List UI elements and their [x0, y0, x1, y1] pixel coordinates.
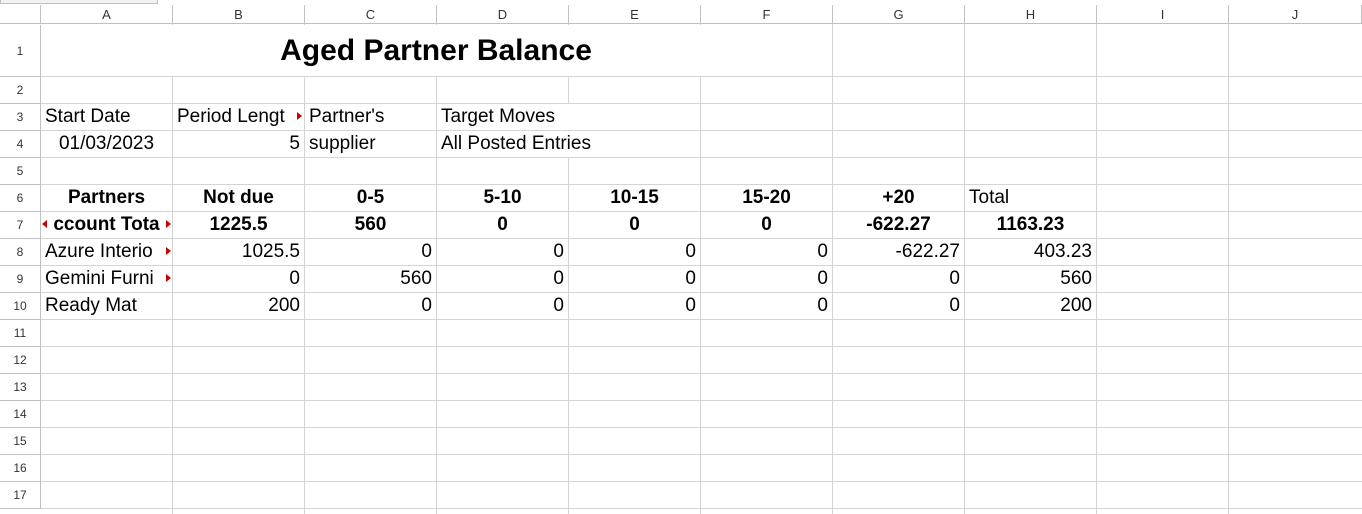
total-row-label[interactable]: ccount Tota — [41, 212, 172, 238]
partner-row-5-10[interactable]: 0 — [437, 293, 568, 319]
partner-row-15-20[interactable]: 0 — [701, 239, 832, 265]
row-header-8[interactable]: 8 — [0, 239, 41, 266]
row-header-5[interactable]: 5 — [0, 158, 41, 185]
column-header-e[interactable]: E — [569, 5, 701, 24]
partner-row-name[interactable]: Ready Mat — [41, 293, 172, 319]
partner-row-0-5[interactable]: 0 — [305, 293, 436, 319]
column-header-i[interactable]: I — [1097, 5, 1229, 24]
column-header-j[interactable]: J — [1229, 5, 1362, 24]
row-header-4[interactable]: 4 — [0, 131, 41, 158]
header-5-10[interactable]: 5-10 — [437, 185, 568, 211]
row-header-15[interactable]: 15 — [0, 428, 41, 455]
column-header-h[interactable]: H — [965, 5, 1097, 24]
report-title[interactable]: Aged Partner Balance — [41, 25, 831, 76]
cell-d4-target-moves-value[interactable]: All Posted Entries — [437, 131, 700, 157]
total-row-0-5[interactable]: 560 — [305, 212, 436, 238]
column-header-g[interactable]: G — [833, 5, 965, 24]
text-overflow-right-icon — [166, 247, 171, 255]
header-total[interactable]: Total — [965, 185, 1096, 211]
row-header-10[interactable]: 10 — [0, 293, 41, 320]
column-header-d[interactable]: D — [437, 5, 569, 24]
column-header-c[interactable]: C — [305, 5, 437, 24]
text-overflow-left-icon — [42, 220, 47, 228]
header-0-5[interactable]: 0-5 — [305, 185, 436, 211]
partner-row-plus-20[interactable]: 0 — [833, 266, 964, 292]
column-header-a[interactable]: A — [41, 5, 173, 24]
partner-row-name[interactable]: Azure Interio — [41, 239, 172, 265]
total-row-plus-20[interactable]: -622.27 — [833, 212, 964, 238]
header-plus-20[interactable]: +20 — [833, 185, 964, 211]
row-header-13[interactable]: 13 — [0, 374, 41, 401]
partner-row-15-20[interactable]: 0 — [701, 266, 832, 292]
partner-row-10-15[interactable]: 0 — [569, 239, 700, 265]
partner-row-0-5[interactable]: 560 — [305, 266, 436, 292]
total-row-10-15[interactable]: 0 — [569, 212, 700, 238]
partner-row-total[interactable]: 403.23 — [965, 239, 1096, 265]
header-partners[interactable]: Partners — [41, 185, 172, 211]
total-row-total[interactable]: 1163.23 — [965, 212, 1096, 238]
partner-row-5-10[interactable]: 0 — [437, 266, 568, 292]
partner-row-not-due[interactable]: 1025.5 — [173, 239, 304, 265]
partner-row-name[interactable]: Gemini Furni — [41, 266, 172, 292]
total-row-15-20[interactable]: 0 — [701, 212, 832, 238]
cell-b3-period-length-label[interactable]: Period Lengt — [173, 104, 304, 130]
row-header-17[interactable]: 17 — [0, 482, 41, 509]
toolbar-edge — [0, 0, 158, 4]
cell-b4-period-length-value[interactable]: 5 — [173, 131, 304, 157]
partner-row-not-due[interactable]: 200 — [173, 293, 304, 319]
row-header-16[interactable]: 16 — [0, 455, 41, 482]
column-header-b[interactable]: B — [173, 5, 305, 24]
cell-a3-start-date-label[interactable]: Start Date — [41, 104, 172, 130]
partner-row-plus-20[interactable]: 0 — [833, 293, 964, 319]
partner-row-10-15[interactable]: 0 — [569, 293, 700, 319]
cell-c4-partners-value[interactable]: supplier — [305, 131, 436, 157]
cell-d3-target-moves-label[interactable]: Target Moves — [437, 104, 700, 130]
text-overflow-right-icon — [297, 112, 302, 120]
row-header-11[interactable]: 11 — [0, 320, 41, 347]
header-10-15[interactable]: 10-15 — [569, 185, 700, 211]
partner-row-plus-20[interactable]: -622.27 — [833, 239, 964, 265]
partner-row-not-due[interactable]: 0 — [173, 266, 304, 292]
partner-row-15-20[interactable]: 0 — [701, 293, 832, 319]
row-header-12[interactable]: 12 — [0, 347, 41, 374]
row-header-6[interactable]: 6 — [0, 185, 41, 212]
partner-row-5-10[interactable]: 0 — [437, 239, 568, 265]
total-row-5-10[interactable]: 0 — [437, 212, 568, 238]
row-header-3[interactable]: 3 — [0, 104, 41, 131]
total-row-not-due[interactable]: 1225.5 — [173, 212, 304, 238]
cell-c3-partners-label[interactable]: Partner's — [305, 104, 436, 130]
select-all-corner[interactable] — [0, 5, 41, 24]
partner-row-10-15[interactable]: 0 — [569, 266, 700, 292]
row-header-2[interactable]: 2 — [0, 77, 41, 104]
column-header-f[interactable]: F — [701, 5, 833, 24]
cell-a4-start-date-value[interactable]: 01/03/2023 — [41, 131, 172, 157]
row-header-7[interactable]: 7 — [0, 212, 41, 239]
row-header-9[interactable]: 9 — [0, 266, 41, 293]
text-overflow-right-icon — [166, 274, 171, 282]
partner-row-0-5[interactable]: 0 — [305, 239, 436, 265]
partner-row-total[interactable]: 560 — [965, 266, 1096, 292]
row-header-14[interactable]: 14 — [0, 401, 41, 428]
text-overflow-right-icon — [166, 220, 171, 228]
partner-row-total[interactable]: 200 — [965, 293, 1096, 319]
header-15-20[interactable]: 15-20 — [701, 185, 832, 211]
header-not-due[interactable]: Not due — [173, 185, 304, 211]
row-header-1[interactable]: 1 — [0, 25, 41, 77]
